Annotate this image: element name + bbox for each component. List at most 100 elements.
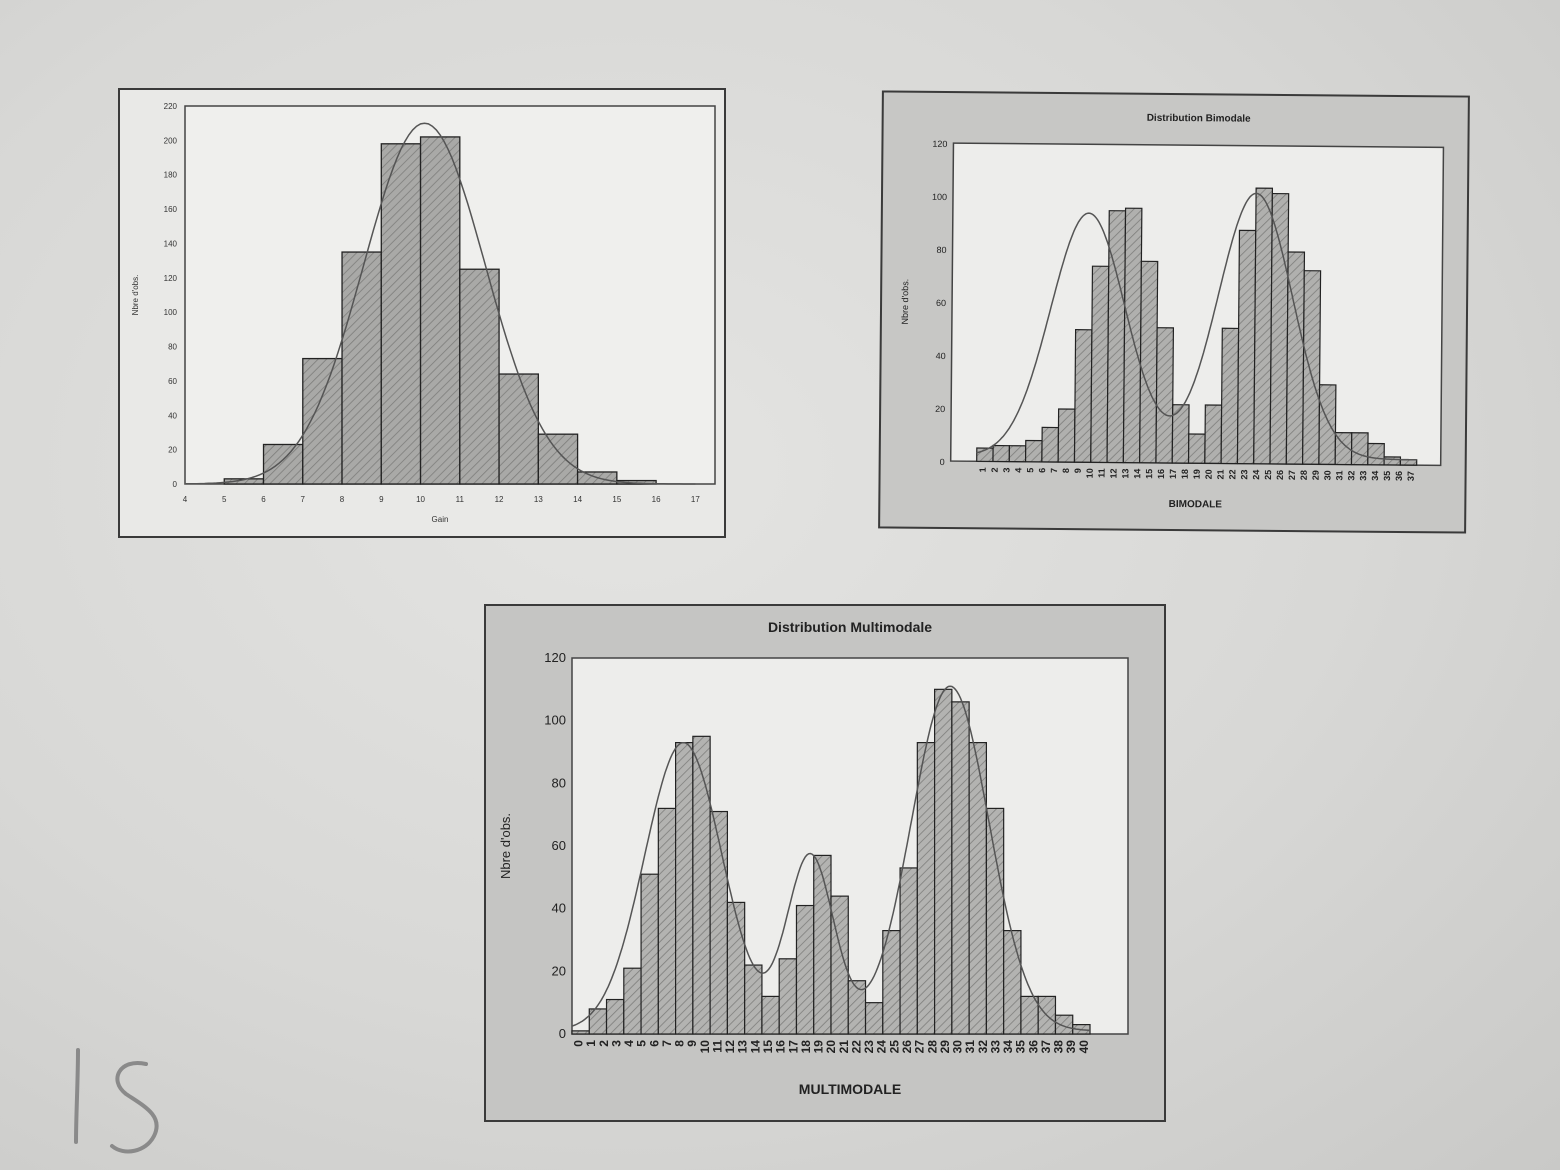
x-tick-label: 11 <box>1097 468 1107 478</box>
histogram-bar <box>992 444 1011 463</box>
y-tick-label: 220 <box>164 102 178 111</box>
x-tick-label: 32 <box>1346 471 1356 481</box>
histogram-bar <box>1236 229 1257 465</box>
histogram-bar <box>709 810 728 1035</box>
x-axis-label: MULTIMODALE <box>799 1081 901 1097</box>
histogram-bar <box>1367 442 1385 466</box>
x-tick-label: 13 <box>1120 469 1130 479</box>
histogram-bar <box>1383 456 1402 466</box>
histogram-bar <box>459 268 500 485</box>
y-tick-label: 100 <box>932 192 947 202</box>
x-tick-label: 1 <box>584 1040 598 1047</box>
x-tick-label: 9 <box>685 1040 699 1047</box>
x-tick-label: 7 <box>301 495 306 504</box>
x-tick-label: 16 <box>652 495 661 504</box>
y-tick-label: 80 <box>936 245 946 255</box>
histogram-bar <box>537 433 579 485</box>
y-tick-label: 120 <box>544 650 566 665</box>
x-tick-label: 39 <box>1064 1040 1078 1054</box>
histogram-bar <box>605 998 625 1035</box>
histogram-bar <box>726 901 746 1035</box>
histogram-bar <box>1155 327 1175 464</box>
x-tick-label: 10 <box>416 495 425 504</box>
histogram-bar <box>864 1002 884 1035</box>
x-tick-label: 19 <box>1192 469 1202 479</box>
x-tick-label: 14 <box>748 1040 762 1054</box>
x-tick-label: 26 <box>1275 470 1285 480</box>
y-tick-label: 40 <box>552 901 566 916</box>
histogram-bar <box>1073 329 1093 463</box>
x-tick-label: 3 <box>1001 468 1011 473</box>
fit-curve <box>185 122 696 485</box>
histogram-bar <box>1350 432 1369 466</box>
x-tick-label: 12 <box>495 495 504 504</box>
y-tick-label: 0 <box>940 457 945 467</box>
y-tick-label: 120 <box>932 139 947 149</box>
x-tick-label: 0 <box>572 1040 586 1047</box>
x-tick-label: 16 <box>1156 469 1166 479</box>
x-tick-label: 15 <box>612 495 621 504</box>
histogram-bar <box>341 251 382 485</box>
x-tick-label: 4 <box>1013 468 1023 473</box>
x-tick-label: 28 <box>925 1040 939 1054</box>
x-tick-label: 23 <box>1239 470 1249 480</box>
x-tick-label: 36 <box>1026 1040 1040 1054</box>
x-tick-label: 6 <box>261 495 266 504</box>
histogram-bar <box>1057 408 1076 463</box>
x-tick-label: 1 <box>978 467 988 472</box>
x-tick-label: 10 <box>698 1040 712 1054</box>
x-tick-label: 33 <box>988 1040 1002 1054</box>
fit-curve <box>571 685 1091 1032</box>
x-tick-label: 24 <box>1251 470 1261 480</box>
histogram-bar <box>813 854 832 1035</box>
x-tick-label: 12 <box>723 1040 737 1054</box>
chart-multimodal-distribution: Distribution Multimodale 0 20 40 60 80 100 120 0… <box>484 604 1166 1122</box>
histogram-bar <box>623 967 642 1035</box>
y-tick-label: 40 <box>168 411 177 420</box>
histogram-bar <box>419 136 461 485</box>
histogram-bar <box>934 688 953 1035</box>
x-tick-label: 9 <box>379 495 384 504</box>
x-tick-label: 16 <box>774 1040 788 1054</box>
histogram-bar <box>968 742 987 1035</box>
x-tick-label: 13 <box>736 1040 750 1054</box>
histogram-bar <box>761 995 780 1035</box>
histogram-bar <box>657 807 677 1035</box>
x-tick-label: 25 <box>1263 470 1273 480</box>
histogram-bar <box>1220 327 1240 465</box>
x-tick-label: 26 <box>900 1040 914 1054</box>
y-tick-label: 160 <box>164 205 178 214</box>
x-tick-label: 21 <box>1215 469 1225 479</box>
y-tick-label: 120 <box>164 274 178 283</box>
histogram-bar <box>744 964 763 1035</box>
histogram-bar <box>380 143 422 485</box>
chart-normal-distribution: 0 20 40 60 80 100 120 140 160 180 200 220 4 5 6 7 8 9 10 11… <box>118 88 726 538</box>
x-axis-label: BIMODALE <box>1169 499 1223 510</box>
x-tick-label: 8 <box>340 495 345 504</box>
x-tick-label: 17 <box>786 1040 800 1054</box>
y-tick-label: 20 <box>168 446 177 455</box>
x-tick-label: 4 <box>622 1040 636 1047</box>
x-tick-label: 2 <box>990 467 1000 472</box>
y-tick-label: 60 <box>168 377 177 386</box>
x-tick-label: 22 <box>849 1040 863 1054</box>
histogram-bar <box>916 742 936 1035</box>
y-tick-label: 20 <box>552 963 566 978</box>
histogram-bar <box>571 1030 590 1035</box>
x-tick-label: 19 <box>812 1040 826 1054</box>
x-tick-label: 35 <box>1382 471 1392 481</box>
y-tick-label: 180 <box>164 171 178 180</box>
y-tick-label: 20 <box>935 404 945 414</box>
histogram-bar <box>1253 187 1274 465</box>
y-axis-label: Nbre d'obs. <box>900 279 910 325</box>
x-tick-label: 3 <box>609 1040 623 1047</box>
x-tick-label: 10 <box>1085 468 1095 478</box>
y-tick-label: 100 <box>164 308 178 317</box>
x-tick-label: 17 <box>691 495 700 504</box>
chart-normal-svg: 0 20 40 60 80 100 120 140 160 180 200 220 4 5 6 7 8 9 10 11… <box>131 102 716 524</box>
histogram-bar <box>1139 260 1159 464</box>
x-tick-label: 6 <box>647 1040 661 1047</box>
x-tick-label: 11 <box>456 495 465 504</box>
x-tick-label: 15 <box>761 1040 775 1054</box>
